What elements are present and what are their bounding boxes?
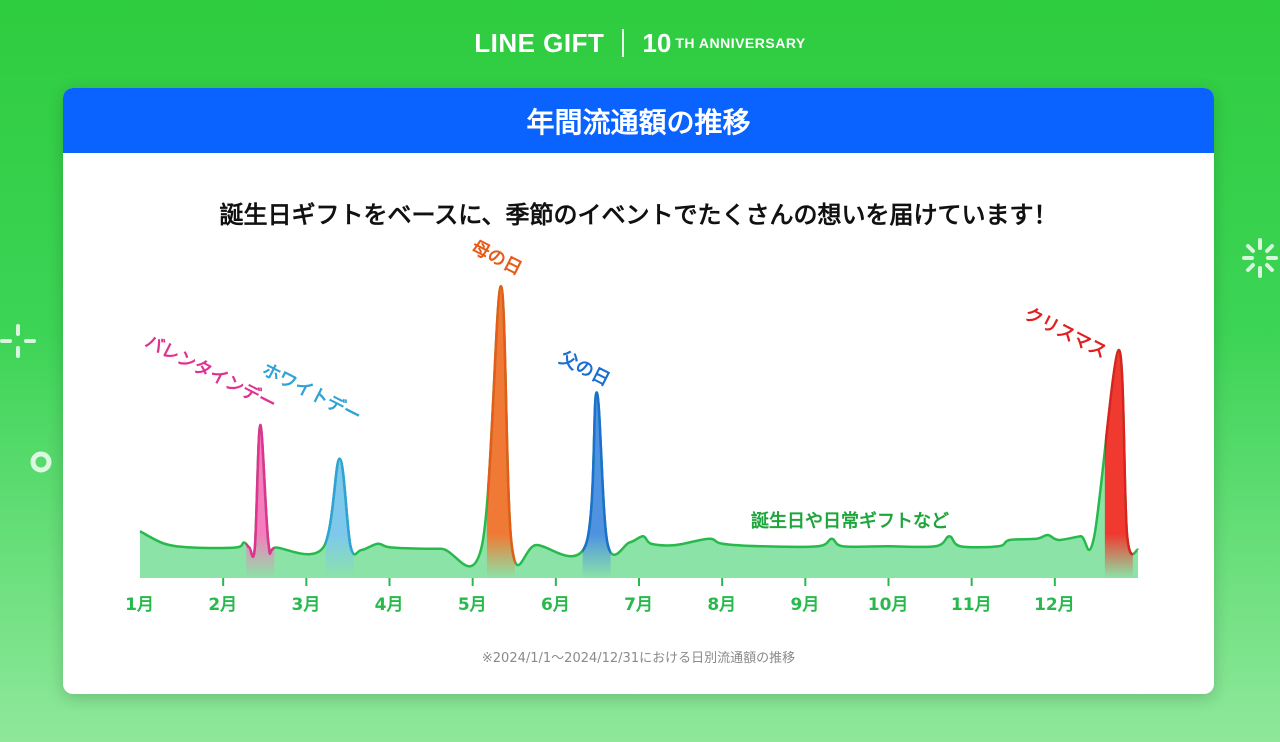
x-tick-label: 6月 [541,595,570,615]
x-tick-label: 4月 [375,595,404,615]
sparkle-icon [0,324,36,358]
x-tick-label: 1月 [125,595,154,615]
anniversary-text: TH ANNIVERSARY [675,35,806,51]
annotation-label: 父の日 [556,347,614,390]
chart: 1月 2月 3月 4月 5月 6月 7月 8月 9月 10月 11月 12月 バレンタインデーホワイトデ… [125,236,1140,615]
x-tick-label: 7月 [624,595,653,615]
peak-fill [582,392,611,578]
annotation-label: クリスマス [1021,303,1110,362]
header: LINE GIFT 10 TH ANNIVERSARY [0,28,1280,58]
series-line [139,285,1140,568]
brand-logo: LINE GIFT [474,27,605,58]
peak-line [246,423,275,558]
x-tick-label: 11月 [951,595,992,615]
x-tick-label: 12月 [1034,595,1075,615]
x-tick-label: 10月 [868,595,909,615]
anniversary-number: 10 [642,27,672,58]
annotation-label: 誕生日や日常ギフトなど [751,510,949,532]
annotation-label: 母の日 [468,236,526,279]
ring-icon [30,451,52,473]
series-area [140,286,1138,578]
peak-fill [1104,349,1133,578]
peak-fill [246,424,275,578]
x-tick-label: 3月 [291,595,320,615]
peak-line [325,457,354,556]
peak-line [1104,348,1133,556]
peak-line [486,284,515,564]
header-divider [622,29,625,57]
annotation-label: ホワイトデー [259,358,365,427]
peak-fill [325,458,354,578]
annotation-label: バレンタインデー [142,330,280,415]
anniversary-logo: 10 TH ANNIVERSARY [642,28,805,59]
x-tick-label: 2月 [208,595,237,615]
peak-line [582,391,611,554]
chart-subtitle: 誕生日ギフトをベースに、季節のイベントでたくさんの想いを届けています！ [219,201,1058,229]
x-tick-label: 9月 [790,595,819,615]
x-tick-label: 8月 [707,595,736,615]
card-title: 年間流通額の推移 [63,88,1214,153]
chart-footnote: ※2024/1/1～2024/12/31における日別流通額の推移 [481,651,796,666]
x-tick-label: 5月 [458,595,487,615]
burst-icon [1242,238,1278,278]
peak-fill [486,286,515,578]
chart-card: 年間流通額の推移 誕生日ギフトをベースに、季節のイベントでたくさんの想いを届けて… [63,88,1214,694]
